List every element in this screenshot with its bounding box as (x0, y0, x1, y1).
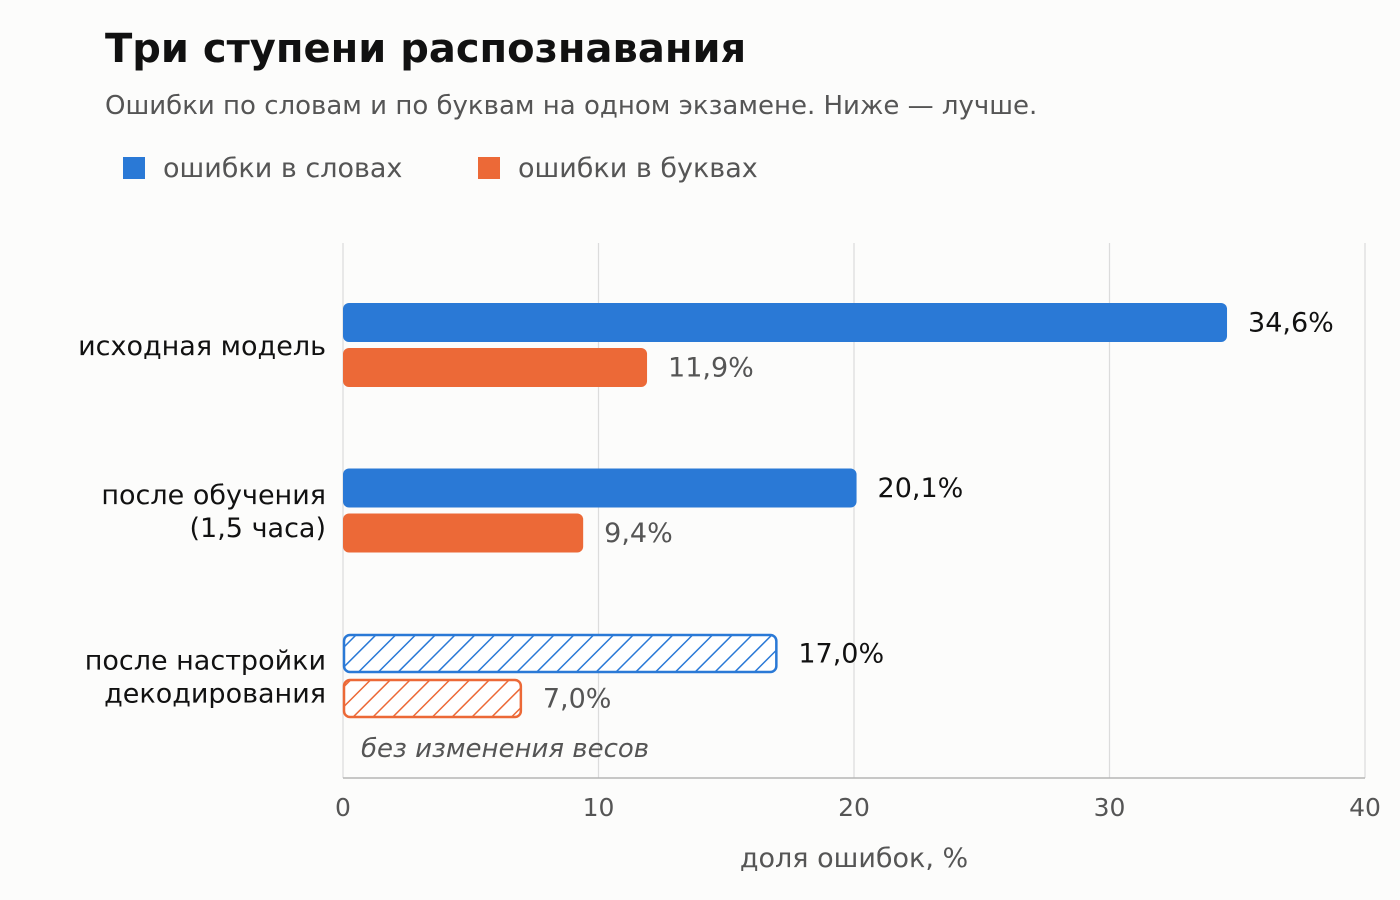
x-tick-label-4: 40 (1349, 793, 1381, 822)
legend: ошибки в словах ошибки в буквах (123, 153, 758, 184)
legend-label-0: ошибки в словах (163, 153, 402, 184)
value-label-0-0: 34,6% (1248, 308, 1334, 339)
chart-title: Три ступени распознавания (105, 26, 746, 72)
bars (342, 303, 1228, 719)
value-label-2-1: 7,0% (543, 684, 612, 715)
bar-0-0 (343, 303, 1228, 342)
value-labels: 34,6% 11,9% 20,1% 9,4% 17,0% 7,0% (543, 308, 1334, 715)
value-label-1-1: 9,4% (604, 518, 673, 549)
value-label-0-1: 11,9% (668, 353, 754, 384)
value-label-1-0: 20,1% (878, 473, 964, 504)
decoding-note: без изменения весов (361, 734, 649, 764)
bar-1-0 (343, 468, 857, 508)
bar-2-1 (342, 678, 523, 719)
x-axis-title: доля ошибок, % (740, 843, 968, 874)
category-label-1-1: (1,5 часа) (190, 513, 326, 544)
category-label-1-0: после обучения (101, 480, 326, 511)
legend-swatch-0 (123, 157, 145, 179)
x-tick-label-0: 0 (335, 793, 351, 822)
x-axis-ticks: 0 10 20 30 40 (335, 793, 1381, 822)
legend-swatch-1 (478, 157, 500, 179)
x-tick-label-3: 30 (1094, 793, 1126, 822)
category-labels: исходная модель после обучения(1,5 часа) п… (78, 331, 326, 710)
x-tick-label-1: 10 (583, 793, 615, 822)
category-label-2-0: после настройки (85, 646, 326, 677)
bar-1-1 (343, 513, 584, 553)
bar-0-1 (343, 348, 648, 387)
bar-2-0 (342, 633, 778, 674)
category-label-2-1: декодирования (104, 679, 326, 710)
category-label-0-0: исходная модель (78, 331, 326, 362)
x-tick-label-2: 20 (838, 793, 870, 822)
value-label-2-0: 17,0% (798, 639, 884, 670)
legend-label-1: ошибки в буквах (518, 153, 758, 184)
chart-subtitle: Ошибки по словам и по буквам на одном эк… (105, 91, 1037, 121)
